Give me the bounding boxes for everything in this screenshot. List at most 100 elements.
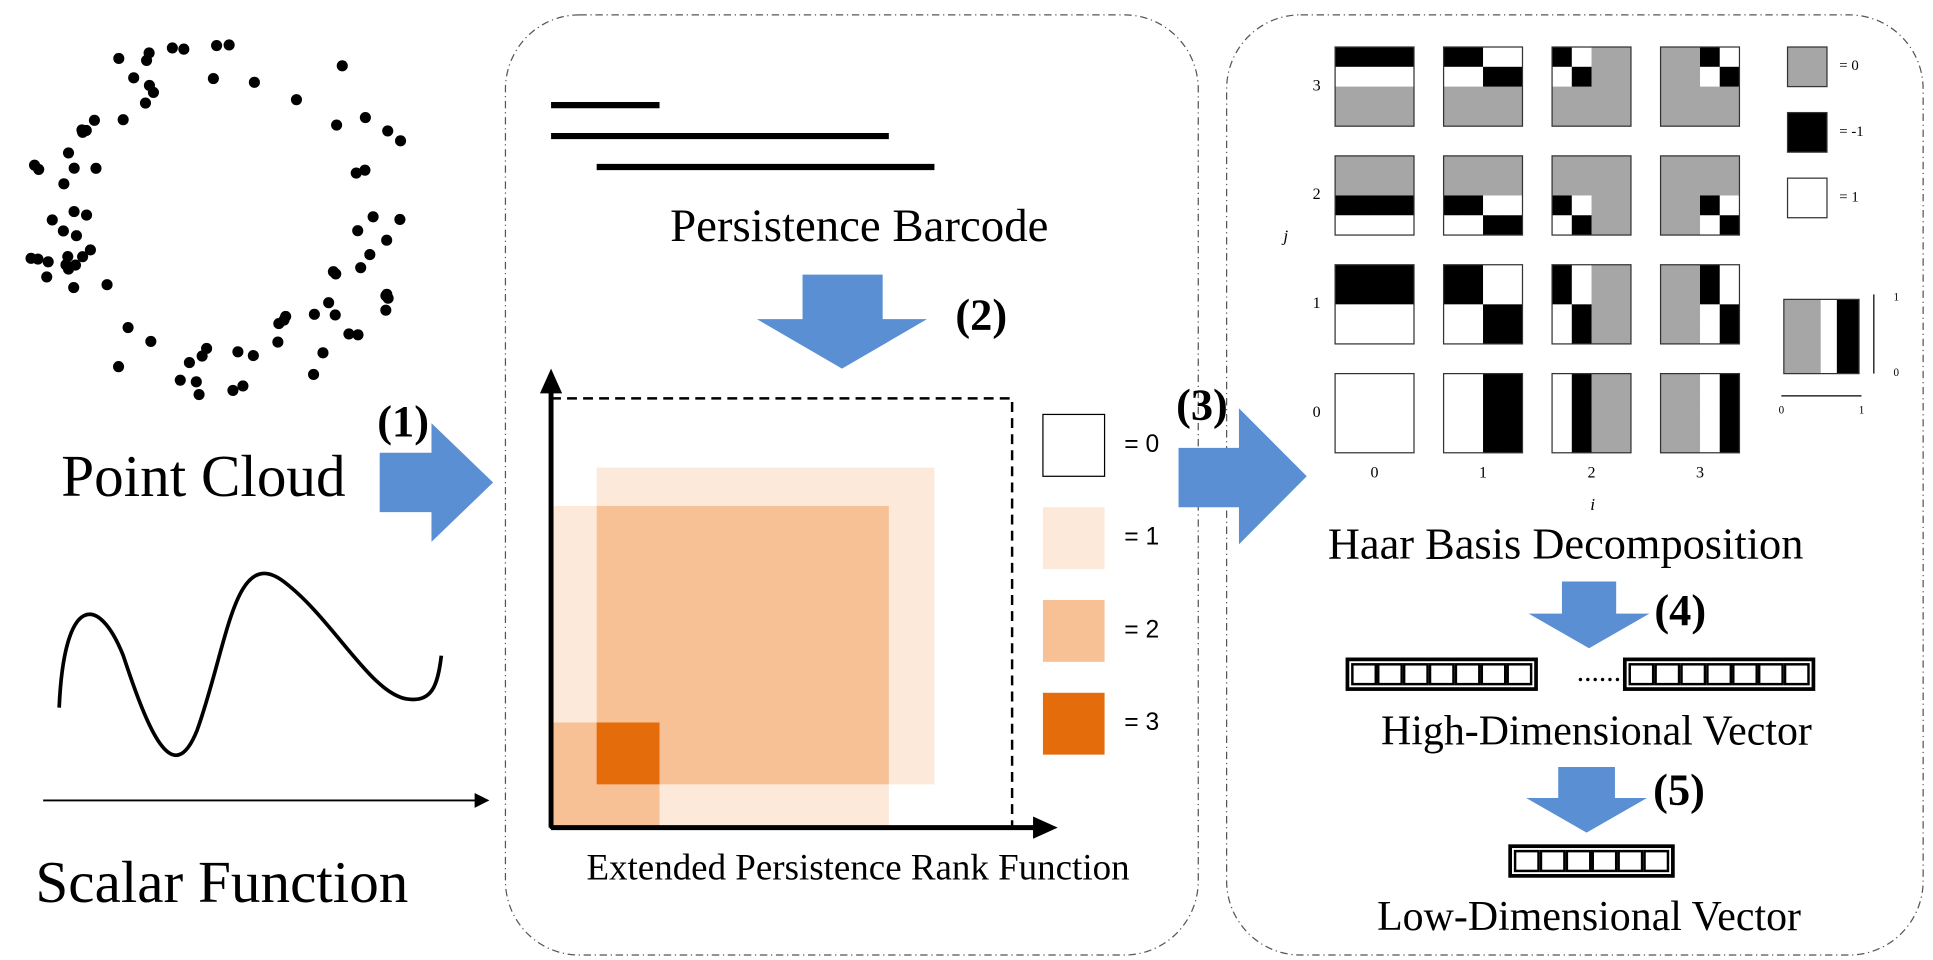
haar-cell [1719,373,1740,394]
haar-cell [1660,106,1681,127]
haar-cell [1463,413,1484,434]
haar-cell [1719,155,1740,177]
haar-cell [1394,413,1415,434]
haar-cell [1394,324,1415,345]
legend-swatch [1042,600,1105,662]
haar-cell [1443,393,1464,414]
point [166,42,178,54]
haar-cell [1552,66,1573,87]
legend-swatch [1786,111,1828,153]
haar-cell [1660,155,1681,177]
haar-cell [1354,175,1375,196]
haar-cell [1394,373,1415,394]
haar-cell [1700,66,1721,87]
haar-cell [1571,66,1592,87]
haar-frame [1442,372,1524,454]
haar-cell [1591,324,1612,345]
point [381,234,393,246]
haar-cell [1354,432,1375,454]
haar-cell [1463,432,1484,454]
inset-tick: 0 [1779,404,1785,416]
haar-cell [1571,432,1592,454]
barcode [551,102,935,171]
point [193,388,205,401]
haar-cell [1483,373,1504,394]
point [117,114,129,126]
col-label: 3 [1696,464,1704,481]
haar-cell [1660,86,1681,107]
haar-cell [1335,106,1356,127]
point [237,380,249,392]
haar-cell [1394,155,1415,177]
haar-cell [1552,86,1573,107]
haar-frame [1442,264,1524,345]
haar-cell [1700,373,1721,394]
haar-cell [1611,264,1632,285]
haar-cell [1443,413,1464,434]
point [57,225,69,237]
haar-cell [1463,264,1484,285]
haar-cell [1611,324,1632,345]
label: Haar Basis Decomposition [1328,518,1804,568]
label: Scalar Function [35,849,408,915]
haar-cell [1463,66,1484,87]
haar-cell [1502,155,1523,177]
vector-cell [1654,663,1681,686]
haar-cell [1680,373,1701,394]
haar-cell [1680,175,1701,196]
haar-cell [1374,215,1395,236]
haar-cell [1611,432,1632,454]
haar-cell [1354,413,1375,434]
haar-frame [1334,155,1415,236]
haar-cell [1611,393,1632,414]
point [380,304,392,316]
haar-cell [1463,86,1484,107]
point [90,162,102,174]
haar-cell [1719,284,1740,305]
haar-cell [1591,66,1612,87]
haar-cell [1354,195,1375,216]
haar-cell [1680,47,1701,68]
point [68,281,80,294]
point [143,79,155,92]
vector-cell [1351,663,1378,686]
haar-cell [1354,47,1375,68]
point [77,251,89,263]
haar-cell [1680,284,1701,305]
point [323,297,335,309]
point [232,346,244,358]
haar-cell [1552,373,1573,394]
vector-cell [1643,849,1670,873]
vector-cell [1757,663,1784,686]
haar-cell [1354,215,1375,236]
haar-frame [1551,46,1632,127]
haar-cell [1483,432,1504,454]
point [280,310,292,322]
vector-cell [1377,663,1403,686]
step-label: (2) [955,289,1007,339]
haar-cell [1660,47,1681,68]
haar-cell [1571,304,1592,325]
point [101,279,113,291]
haar-frame [1442,155,1524,236]
point [113,361,125,373]
haar-cell [1719,66,1740,87]
haar-frame [1659,155,1741,236]
haar-cell [1335,373,1356,394]
haar-cell [1483,175,1504,196]
point [183,357,195,369]
haar-cell [1502,393,1523,414]
haar-cell [1483,155,1504,177]
label: High-Dimensional Vector [1381,708,1812,754]
haar-cell [1571,155,1592,177]
point [352,225,364,237]
haar-cell [1354,155,1375,177]
point [113,52,125,65]
haar-cell [1660,324,1681,345]
haar-cell [1571,393,1592,414]
haar-cell [1335,66,1356,87]
haar-cell [1700,324,1721,345]
haar-cell [1660,66,1681,87]
haar-cell [1700,86,1721,107]
